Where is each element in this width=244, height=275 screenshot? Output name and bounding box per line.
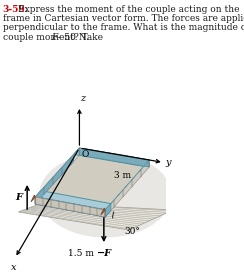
Text: – 50 N.: – 50 N. — [54, 33, 89, 42]
Polygon shape — [101, 208, 105, 215]
Text: perpendicular to the frame. What is the magnitude of the: perpendicular to the frame. What is the … — [3, 23, 244, 32]
Polygon shape — [35, 197, 105, 217]
Polygon shape — [31, 195, 35, 202]
Polygon shape — [35, 197, 105, 217]
Text: Express the moment of the couple acting on the: Express the moment of the couple acting … — [18, 5, 240, 14]
Text: 3-59.: 3-59. — [3, 5, 29, 14]
Text: couple moment? Take: couple moment? Take — [3, 33, 106, 42]
Polygon shape — [35, 191, 111, 210]
Text: O: O — [81, 150, 89, 159]
Polygon shape — [35, 155, 149, 217]
Polygon shape — [105, 204, 111, 217]
Text: y: y — [166, 158, 171, 167]
Text: x: x — [11, 263, 16, 272]
Polygon shape — [35, 148, 79, 197]
Text: −F: −F — [97, 249, 112, 258]
Polygon shape — [79, 148, 149, 167]
Text: 1.5 m: 1.5 m — [68, 249, 94, 257]
Polygon shape — [35, 154, 74, 204]
Text: z: z — [80, 94, 85, 103]
Text: 30°: 30° — [124, 227, 140, 236]
Text: F: F — [51, 33, 57, 42]
Text: 3 m: 3 m — [114, 172, 132, 180]
Text: frame in Cartesian vector form. The forces are applied: frame in Cartesian vector form. The forc… — [3, 14, 244, 23]
Polygon shape — [74, 148, 149, 166]
Polygon shape — [105, 160, 149, 210]
Polygon shape — [18, 203, 173, 230]
Polygon shape — [35, 198, 111, 217]
Ellipse shape — [39, 153, 171, 238]
Polygon shape — [35, 148, 149, 210]
Text: F: F — [16, 192, 22, 202]
